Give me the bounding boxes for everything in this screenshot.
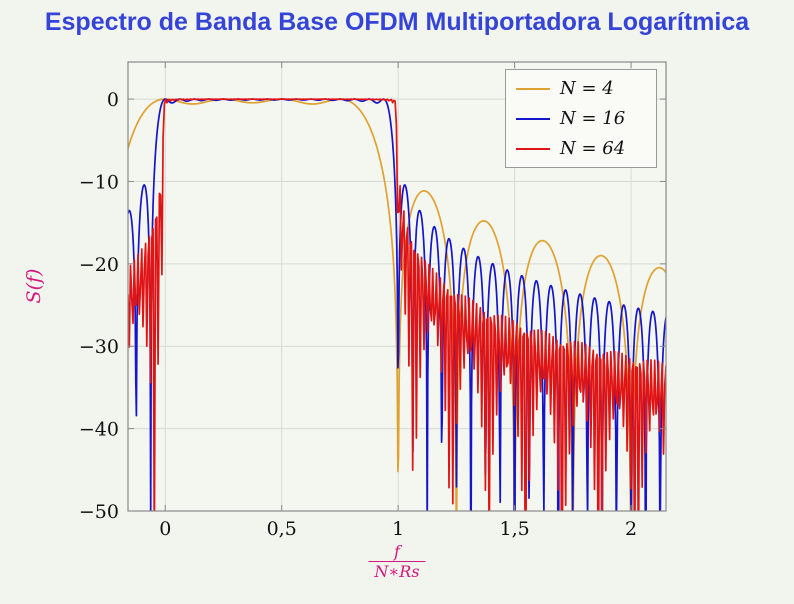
y-tick-label: −50 bbox=[79, 501, 119, 523]
y-tick-label: −10 bbox=[79, 171, 119, 193]
y-tick-label: −40 bbox=[79, 419, 119, 441]
legend: N = 4 N = 16 N = 64 bbox=[505, 69, 657, 168]
axis-frame bbox=[127, 61, 667, 512]
y-tick-label: 0 bbox=[107, 89, 119, 111]
legend-item: N = 64 bbox=[516, 138, 646, 159]
legend-line-sample bbox=[516, 147, 550, 150]
y-tick-label: −30 bbox=[79, 336, 119, 358]
y-axis-label: S(f) bbox=[23, 268, 45, 304]
legend-line-sample bbox=[516, 117, 550, 120]
y-tick-label: −20 bbox=[79, 254, 119, 276]
legend-item-label: N = 16 bbox=[560, 108, 626, 129]
x-tick-label: 0 bbox=[159, 518, 171, 540]
legend-item: N = 4 bbox=[516, 78, 646, 99]
x-label-denominator: N∗Rs bbox=[368, 561, 426, 582]
legend-item-label: N = 4 bbox=[560, 78, 614, 99]
x-axis-fraction: f N∗Rs bbox=[368, 542, 426, 582]
x-label-numerator: f bbox=[394, 542, 400, 561]
x-tick-label: 1 bbox=[392, 518, 404, 540]
legend-line-sample bbox=[516, 87, 550, 90]
x-tick-label: 2 bbox=[625, 518, 637, 540]
x-tick-label: 1,5 bbox=[500, 518, 530, 540]
series-group bbox=[128, 98, 666, 511]
legend-item-label: N = 64 bbox=[560, 138, 626, 159]
x-axis-label: f N∗Rs bbox=[368, 542, 426, 582]
page-title: Espectro de Banda Base OFDM Multiportado… bbox=[44, 8, 750, 36]
x-tick-label: 0,5 bbox=[267, 518, 297, 540]
legend-item: N = 16 bbox=[516, 108, 646, 129]
series-line-n-64 bbox=[128, 98, 666, 511]
